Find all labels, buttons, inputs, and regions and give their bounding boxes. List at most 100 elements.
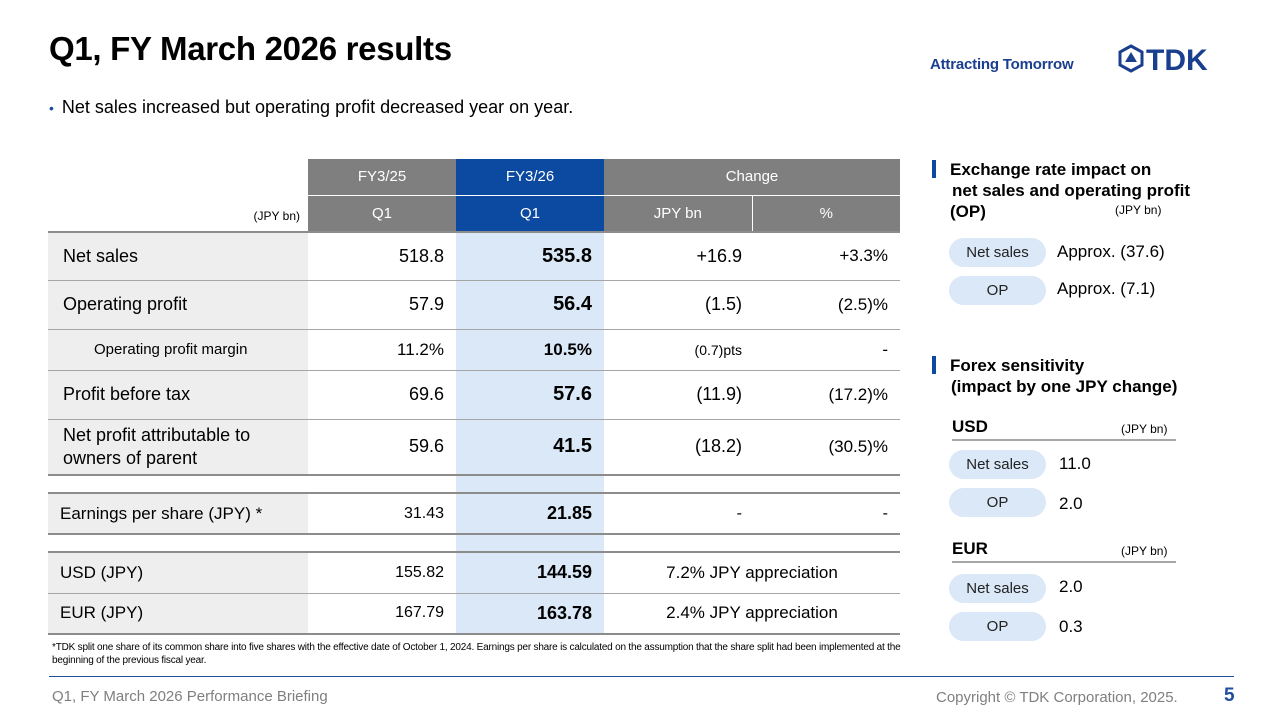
copyright: Copyright © TDK Corporation, 2025.: [936, 689, 1178, 706]
footer-title: Q1, FY March 2026 Performance Briefing: [52, 688, 328, 705]
prev-value: 31.43: [308, 492, 456, 535]
prev-value: 57.9: [308, 280, 456, 330]
usd-rule: [952, 439, 1176, 441]
row-label: USD (JPY): [48, 551, 308, 594]
row-label-line2: owners of parent: [63, 447, 198, 468]
prev-value: 59.6: [308, 419, 456, 476]
heading-line: net sales and operating profit: [952, 181, 1191, 200]
table-row: USD (JPY) 155.82 144.59 7.2% JPY appreci…: [48, 551, 900, 594]
page-title: Q1, FY March 2026 results: [49, 30, 452, 67]
prev-value: 69.6: [308, 370, 456, 420]
eur-rule: [952, 561, 1176, 563]
header-chg-amount: JPY bn: [604, 194, 753, 232]
row-label: Net profit attributable to owners of pare…: [48, 419, 308, 476]
exchange-impact-heading: Exchange rate impact on net sales and op…: [950, 159, 1240, 222]
section-marker: [932, 160, 936, 178]
heading-line: Forex sensitivity: [950, 356, 1085, 375]
footnote: *TDK split one share of its common share…: [52, 642, 901, 666]
change-value: (0.7)pts: [604, 329, 752, 371]
prev-value: 11.2%: [308, 329, 456, 371]
header-curr-q: Q1: [456, 194, 604, 232]
curr-value: 10.5%: [456, 329, 604, 371]
change-value: -: [604, 492, 752, 535]
impact-op-label: OP: [949, 276, 1046, 305]
tagline: Attracting Tomorrow: [930, 56, 1074, 73]
change-value: 2.4% JPY appreciation: [604, 593, 900, 635]
exchange-impact-unit: (JPY bn): [1115, 203, 1162, 217]
impact-net-sales-value: Approx. (37.6): [1057, 242, 1165, 261]
prev-value: 518.8: [308, 231, 456, 281]
table-row: Operating profit 57.9 56.4 (1.5) (2.5)%: [48, 280, 900, 330]
curr-value: 41.5: [456, 419, 604, 476]
header-blank: [48, 159, 308, 195]
row-label: Operating profit: [48, 280, 308, 330]
usd-op-value: 2.0: [1059, 494, 1083, 513]
table-gap: [48, 534, 900, 552]
page-number: 5: [1224, 685, 1235, 706]
header-change: Change: [604, 159, 900, 195]
table-row: EUR (JPY) 167.79 163.78 2.4% JPY appreci…: [48, 593, 900, 635]
eur-op-value: 0.3: [1059, 617, 1083, 636]
unit-label: (JPY bn): [253, 209, 300, 223]
row-label: EUR (JPY): [48, 593, 308, 635]
change-pct: (30.5)%: [752, 419, 900, 476]
summary-bullet: • Net sales increased but operating profi…: [49, 97, 573, 118]
row-label: Operating profit margin: [48, 329, 308, 371]
curr-value: 57.6: [456, 370, 604, 420]
row-label-line1: Net profit attributable to: [63, 424, 251, 445]
header-chg-pct: %: [752, 194, 900, 232]
curr-value: 535.8: [456, 231, 604, 281]
logo-text: TDK: [1146, 44, 1208, 74]
eur-unit: (JPY bn): [1121, 544, 1168, 558]
eur-heading: EUR: [952, 539, 988, 558]
usd-heading: USD: [952, 417, 988, 436]
row-label: Earnings per share (JPY) *: [48, 492, 308, 535]
table-row: Operating profit margin 11.2% 10.5% (0.7…: [48, 329, 900, 371]
heading-line: Exchange rate impact on: [950, 160, 1152, 179]
table-row: Net sales 518.8 535.8 +16.9 +3.3%: [48, 231, 900, 281]
table-row: Net profit attributable to owners of pare…: [48, 419, 900, 476]
bullet-icon: •: [49, 100, 54, 116]
section-marker: [932, 356, 936, 374]
summary-text: Net sales increased but operating profit…: [61, 97, 574, 117]
usd-net-sales-value: 11.0: [1059, 454, 1091, 473]
eur-net-sales-label: Net sales: [949, 574, 1046, 603]
curr-value: 56.4: [456, 280, 604, 330]
heading-line: (impact by one JPY change): [951, 377, 1178, 396]
change-value: 7.2% JPY appreciation: [604, 551, 900, 594]
change-value: +16.9: [604, 231, 752, 281]
change-pct: -: [752, 492, 900, 535]
change-value: (18.2): [604, 419, 752, 476]
curr-value: 163.78: [456, 593, 604, 635]
change-pct: (17.2)%: [752, 370, 900, 420]
change-pct: +3.3%: [752, 231, 900, 281]
change-value: (11.9): [604, 370, 752, 420]
prev-value: 167.79: [308, 593, 456, 635]
forex-sensitivity-heading: Forex sensitivity (impact by one JPY cha…: [950, 355, 1240, 397]
heading-line: (OP): [950, 202, 986, 221]
footer-divider: [49, 676, 1234, 677]
change-pct: -: [752, 329, 900, 371]
table-gap: [48, 475, 900, 493]
impact-op-value: Approx. (7.1): [1057, 279, 1156, 298]
table-row: Earnings per share (JPY) * 31.43 21.85 -…: [48, 492, 900, 535]
curr-value: 21.85: [456, 492, 604, 535]
eur-net-sales-value: 2.0: [1059, 577, 1083, 596]
change-value: (1.5): [604, 280, 752, 330]
results-table: FY3/25 FY3/26 Change (JPY bn) Q1 Q1 JPY …: [48, 159, 900, 635]
curr-value: 144.59: [456, 551, 604, 594]
change-pct: (2.5)%: [752, 280, 900, 330]
usd-unit: (JPY bn): [1121, 422, 1168, 436]
tdk-logo: TDK: [1118, 44, 1234, 77]
usd-net-sales-label: Net sales: [949, 450, 1046, 479]
header-prev-year: FY3/25: [308, 159, 456, 195]
impact-net-sales-label: Net sales: [949, 238, 1046, 267]
header-prev-q: Q1: [308, 194, 456, 232]
usd-op-label: OP: [949, 488, 1046, 517]
eur-op-label: OP: [949, 612, 1046, 641]
header-curr-year: FY3/26: [456, 159, 604, 195]
prev-value: 155.82: [308, 551, 456, 594]
row-label: Net sales: [48, 231, 308, 281]
row-label: Profit before tax: [48, 370, 308, 420]
table-row: Profit before tax 69.6 57.6 (11.9) (17.2…: [48, 370, 900, 420]
